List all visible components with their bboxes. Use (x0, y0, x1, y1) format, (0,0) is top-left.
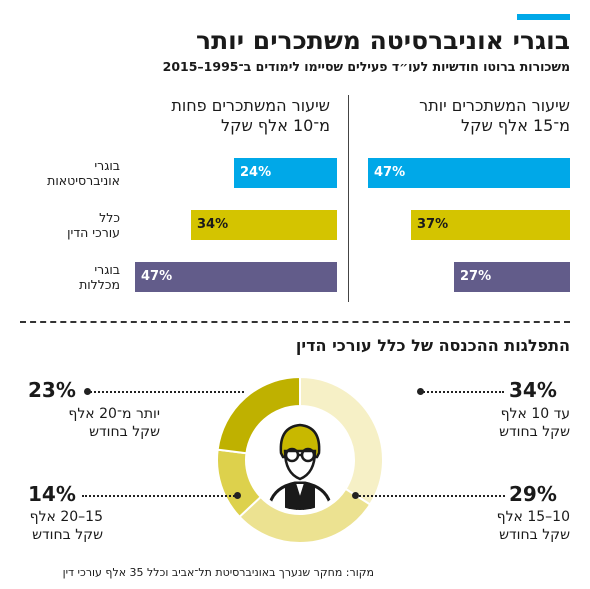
row-label-university: בוגרי אוניברסיטאות (0, 158, 120, 188)
left-column-heading: שיעור המשתכרים פחות מ־10 אלף שקל (130, 96, 330, 136)
callout-pct-over-20k: 23% (28, 378, 76, 402)
right-column-heading-line2: מ־15 אלף שקל (461, 116, 570, 135)
leader-line (82, 495, 235, 497)
right-column-heading: שיעור המשתכרים יותר מ־15 אלף שקל (370, 96, 570, 136)
row-label-college-line1: בוגרי (94, 262, 120, 277)
row-label-college-line2: מכללות (79, 277, 120, 292)
bar-under-10k-university: 24% (234, 158, 337, 188)
leader-dot (234, 492, 241, 499)
bar-over-15k-college: 27% (454, 262, 570, 292)
row-label-university-line2: אוניברסיטאות (47, 173, 120, 188)
bar-value-label: 47% (141, 269, 173, 284)
callout-pct-under-10k: 34% (509, 378, 557, 402)
callout-desc-over-20k-line1: יותר מ־20 אלף (68, 406, 160, 422)
callout-desc-over-20k: יותר מ־20 אלף שקל בחודש (68, 405, 160, 441)
callout-desc-15-20k-line2: שקל בחודש (32, 527, 103, 543)
leader-line (420, 391, 504, 393)
leader-dot (352, 492, 359, 499)
callout-desc-under-10k: עד 10 אלף שקל בחודש (499, 405, 570, 441)
bar-value-label: 34% (197, 217, 229, 232)
bar-value-label: 47% (374, 165, 406, 180)
bar-under-10k-college: 47% (135, 262, 337, 292)
bar-over-15k-university: 47% (368, 158, 570, 188)
income-donut-chart (216, 375, 384, 544)
callout-desc-15-20k-line1: 15–20 אלף (29, 509, 103, 525)
section-separator (20, 321, 570, 323)
bar-over-15k-all-lawyers: 37% (411, 210, 570, 240)
row-label-university-line1: בוגרי (94, 158, 120, 173)
column-divider (348, 95, 349, 302)
callout-desc-10-15k-line2: שקל בחודש (499, 527, 570, 543)
row-label-college: בוגרי מכללות (0, 262, 120, 292)
callout-desc-10-15k-line1: 10–15 אלף (496, 509, 570, 525)
row-label-all-lawyers-line2: עורכי הדין (67, 225, 120, 240)
leader-dot (84, 388, 91, 395)
right-column-heading-line1: שיעור המשתכרים יותר (419, 96, 570, 115)
left-column-heading-line2: מ־10 אלף שקל (221, 116, 330, 135)
page-title: בוגרי אוניברסיטה משתכרים יותר (196, 26, 570, 55)
leader-dot (417, 388, 424, 395)
callout-desc-over-20k-line2: שקל בחודש (89, 424, 160, 440)
row-label-all-lawyers-line1: כלל (99, 210, 120, 225)
callout-desc-under-10k-line2: שקל בחודש (499, 424, 570, 440)
callout-desc-under-10k-line1: עד 10 אלף (500, 406, 570, 422)
bar-value-label: 27% (460, 269, 492, 284)
distribution-title: התפלגות ההכנסה של כלל עורכי הדין (295, 336, 570, 355)
callout-pct-10-15k: 29% (509, 482, 557, 506)
bar-value-label: 24% (240, 165, 272, 180)
left-column-heading-line1: שיעור המשתכרים פחות (171, 96, 330, 115)
bar-value-label: 37% (417, 217, 449, 232)
source-note: מקור: מחקר שנערך באוניברסיטת תל־אביב וכל… (62, 566, 374, 579)
page-subtitle: משכורות ברוטו חודשיות לעו״ד פעילים שסיימ… (162, 59, 570, 74)
bar-under-10k-all-lawyers: 34% (191, 210, 337, 240)
callout-pct-15-20k: 14% (28, 482, 76, 506)
callout-desc-15-20k: 15–20 אלף שקל בחודש (30, 508, 103, 544)
callout-desc-10-15k: 10–15 אלף שקל בחודש (497, 508, 570, 544)
row-label-all-lawyers: כלל עורכי הדין (0, 210, 120, 240)
lawyer-icon (268, 423, 332, 510)
leader-line (86, 391, 244, 393)
leader-line (355, 495, 505, 497)
accent-bar (517, 14, 570, 20)
